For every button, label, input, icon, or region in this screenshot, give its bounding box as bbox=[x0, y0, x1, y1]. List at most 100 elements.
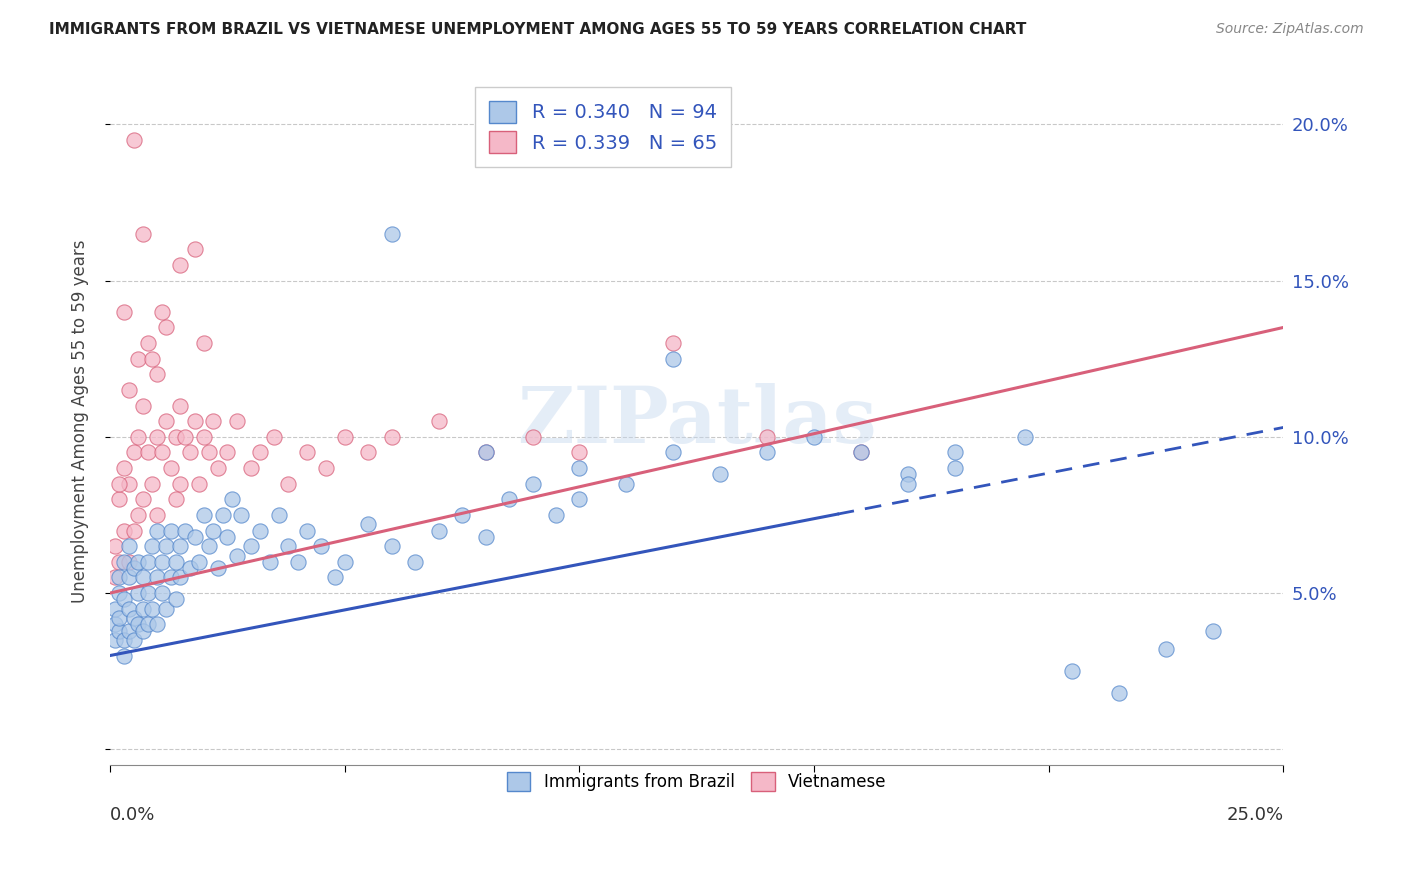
Point bbox=[207, 461, 229, 475]
Y-axis label: Unemployment Among Ages 55 to 59 years: Unemployment Among Ages 55 to 59 years bbox=[72, 239, 89, 603]
Point bbox=[155, 320, 177, 334]
Point bbox=[118, 624, 141, 638]
Point bbox=[136, 336, 159, 351]
Point bbox=[104, 632, 127, 647]
Point bbox=[141, 539, 163, 553]
Point bbox=[146, 368, 169, 382]
Point bbox=[333, 430, 356, 444]
Point bbox=[104, 601, 127, 615]
Point bbox=[183, 242, 205, 256]
Point bbox=[207, 561, 229, 575]
Point bbox=[112, 555, 135, 569]
Text: IMMIGRANTS FROM BRAZIL VS VIETNAMESE UNEMPLOYMENT AMONG AGES 55 TO 59 YEARS CORR: IMMIGRANTS FROM BRAZIL VS VIETNAMESE UNE… bbox=[49, 22, 1026, 37]
Point bbox=[225, 414, 247, 428]
Point bbox=[202, 414, 225, 428]
Point bbox=[568, 461, 591, 475]
Point bbox=[127, 351, 149, 366]
Point bbox=[357, 517, 380, 532]
Point bbox=[197, 445, 219, 459]
Point bbox=[132, 492, 155, 507]
Point bbox=[662, 445, 685, 459]
Point bbox=[295, 524, 318, 538]
Point bbox=[146, 617, 169, 632]
Point bbox=[132, 227, 155, 241]
Point bbox=[108, 586, 131, 600]
Point bbox=[188, 476, 211, 491]
Point bbox=[522, 476, 544, 491]
Point bbox=[112, 524, 135, 538]
Point bbox=[277, 539, 299, 553]
Point bbox=[169, 476, 191, 491]
Point bbox=[427, 524, 450, 538]
Point bbox=[155, 539, 177, 553]
Point bbox=[122, 445, 145, 459]
Point bbox=[221, 492, 243, 507]
Point bbox=[118, 476, 141, 491]
Point bbox=[127, 617, 149, 632]
Point bbox=[183, 530, 205, 544]
Point bbox=[160, 570, 183, 584]
Point bbox=[141, 351, 163, 366]
Point bbox=[146, 524, 169, 538]
Point bbox=[217, 530, 239, 544]
Point bbox=[150, 445, 173, 459]
Point bbox=[141, 601, 163, 615]
Point bbox=[150, 305, 173, 319]
Point bbox=[897, 476, 920, 491]
Point bbox=[249, 524, 271, 538]
Point bbox=[108, 570, 131, 584]
Point bbox=[249, 445, 271, 459]
Point bbox=[522, 430, 544, 444]
Point bbox=[136, 445, 159, 459]
Point bbox=[165, 430, 187, 444]
Point bbox=[155, 601, 177, 615]
Point bbox=[112, 461, 135, 475]
Point bbox=[1014, 430, 1036, 444]
Point bbox=[146, 430, 169, 444]
Point bbox=[311, 539, 333, 553]
Point bbox=[127, 586, 149, 600]
Point bbox=[188, 555, 211, 569]
Point bbox=[381, 539, 404, 553]
Point bbox=[146, 570, 169, 584]
Point bbox=[474, 445, 496, 459]
Point bbox=[267, 508, 290, 522]
Point bbox=[498, 492, 520, 507]
Point bbox=[112, 632, 135, 647]
Point bbox=[333, 555, 356, 569]
Point bbox=[136, 555, 159, 569]
Point bbox=[662, 336, 685, 351]
Point bbox=[174, 430, 197, 444]
Point bbox=[118, 570, 141, 584]
Point bbox=[165, 492, 187, 507]
Point bbox=[150, 586, 173, 600]
Point bbox=[451, 508, 474, 522]
Point bbox=[1202, 624, 1225, 638]
Point bbox=[118, 383, 141, 397]
Point bbox=[193, 336, 215, 351]
Point bbox=[146, 508, 169, 522]
Point bbox=[169, 570, 191, 584]
Point bbox=[108, 624, 131, 638]
Point bbox=[474, 445, 496, 459]
Point bbox=[112, 305, 135, 319]
Point bbox=[108, 492, 131, 507]
Point bbox=[193, 430, 215, 444]
Point bbox=[231, 508, 253, 522]
Point bbox=[1062, 664, 1084, 678]
Point bbox=[616, 476, 638, 491]
Legend: Immigrants from Brazil, Vietnamese: Immigrants from Brazil, Vietnamese bbox=[501, 765, 893, 797]
Point bbox=[132, 399, 155, 413]
Point bbox=[287, 555, 309, 569]
Point bbox=[127, 555, 149, 569]
Text: Source: ZipAtlas.com: Source: ZipAtlas.com bbox=[1216, 22, 1364, 37]
Text: ZIPatlas: ZIPatlas bbox=[517, 384, 876, 459]
Point bbox=[104, 539, 127, 553]
Point bbox=[118, 555, 141, 569]
Point bbox=[132, 570, 155, 584]
Point bbox=[118, 601, 141, 615]
Point bbox=[1108, 686, 1130, 700]
Point bbox=[127, 508, 149, 522]
Point bbox=[122, 561, 145, 575]
Point bbox=[174, 524, 197, 538]
